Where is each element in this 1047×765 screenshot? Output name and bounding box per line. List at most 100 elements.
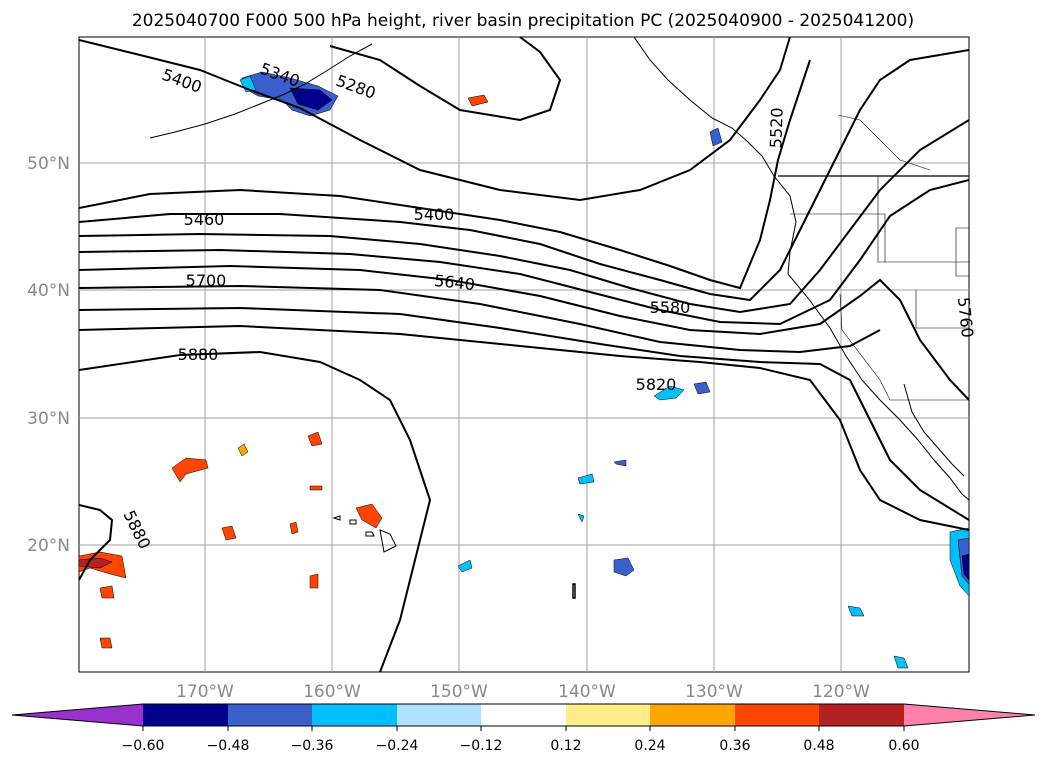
- contour-5760b: [79, 306, 969, 521]
- precip-negative-area: [893, 655, 909, 669]
- lat-label: 50°N: [27, 154, 70, 174]
- border-states: [877, 176, 969, 263]
- colorbar-tick-label: 0.36: [719, 738, 750, 754]
- precip-positive-area: [467, 94, 489, 107]
- figure-title: 2025040700 F000 500 hPa height, river ba…: [132, 11, 914, 31]
- colorbar-tick-marks: [142, 726, 905, 731]
- contour-label: 5580: [650, 298, 691, 317]
- lon-label: 120°W: [812, 682, 870, 702]
- island-maui: [365, 531, 375, 537]
- contour-label: 5460: [184, 210, 225, 229]
- island-oahu: [349, 519, 357, 525]
- small-island: [572, 583, 576, 599]
- precip-positive-area: [355, 503, 383, 529]
- lat-label: 40°N: [27, 281, 70, 301]
- colorbar-segment: [566, 704, 650, 726]
- precip-negative-area: [577, 513, 585, 523]
- contour-5880: [79, 350, 432, 672]
- precip-positive-area: [99, 637, 113, 649]
- precip-positive-area: [309, 485, 323, 491]
- precip-positive-area: [237, 443, 249, 457]
- precip-negative-area: [847, 605, 865, 617]
- precip-negative-area: [693, 381, 711, 395]
- precip-negative-core: [289, 87, 333, 111]
- precip-shading: [79, 71, 969, 669]
- contour-5460: [79, 59, 811, 290]
- contour-label: 5520: [766, 107, 786, 148]
- colorbar-tick-labels: −0.60 −0.48 −0.36 −0.24 −0.12 0.12 0.24 …: [122, 738, 920, 754]
- colorbar-extend-right: [904, 704, 1035, 726]
- contour-5760: [79, 284, 881, 354]
- colorbar-segment: [143, 704, 228, 726]
- precip-positive-area: [99, 585, 115, 599]
- contour-label: 5700: [186, 271, 227, 290]
- colorbar-segment: [397, 704, 481, 726]
- contour-5820: [79, 324, 969, 531]
- lon-labels: 170°W 160°W 150°W 140°W 130°W 120°W: [176, 682, 870, 702]
- border-states: [915, 290, 969, 329]
- lat-labels: 50°N 40°N 30°N 20°N: [27, 154, 70, 556]
- island-kauai: [332, 515, 341, 521]
- lat-label: 20°N: [27, 536, 70, 556]
- border-states: [790, 213, 886, 262]
- lon-label: 160°W: [303, 682, 361, 702]
- precip-positive-area: [309, 573, 319, 589]
- contour-label: 5400: [414, 205, 455, 224]
- precip-positive-area: [221, 525, 237, 541]
- contour-5400-north: [79, 37, 791, 202]
- colorbar-segment: [650, 704, 735, 726]
- colorbar-tick-label: −0.60: [122, 738, 165, 754]
- colorbar-segment: [735, 704, 819, 726]
- precip-positive-area: [289, 521, 299, 535]
- lon-label: 170°W: [176, 682, 234, 702]
- colorbar-tick-label: 0.48: [803, 738, 834, 754]
- colorbar-segment: [312, 704, 397, 726]
- precip-negative-area: [653, 385, 685, 401]
- map-panel: 5400 5340 5280 5460 5400 5520 5700 5640 …: [27, 36, 977, 702]
- precip-negative-area: [457, 559, 473, 573]
- colorbar-tick-label: 0.12: [550, 738, 581, 754]
- contour-label: 5640: [433, 271, 475, 294]
- island-hawaii: [379, 529, 397, 553]
- colorbar-tick-label: 0.24: [634, 738, 665, 754]
- border-provinces: [837, 114, 931, 171]
- colorbar-tick-label: 0.60: [888, 738, 919, 754]
- colorbar: −0.60 −0.48 −0.36 −0.24 −0.12 0.12 0.24 …: [11, 703, 1036, 754]
- map-frame: [78, 36, 970, 673]
- height-contours: [79, 37, 969, 672]
- border-states: [839, 293, 969, 401]
- contour-label: 5760: [954, 296, 977, 338]
- coastline-baja: [903, 383, 965, 477]
- colorbar-extend-left: [12, 704, 143, 726]
- colorbar-tick-label: −0.24: [376, 738, 419, 754]
- contour-5880-sw: [79, 504, 114, 581]
- lat-label: 30°N: [27, 409, 70, 429]
- colorbar-tick-label: −0.36: [291, 738, 334, 754]
- precip-negative-area: [709, 127, 723, 147]
- lon-label: 150°W: [430, 682, 488, 702]
- colorbar-tick-label: −0.48: [207, 738, 250, 754]
- colorbar-segment: [819, 704, 904, 726]
- precip-negative-area: [613, 557, 635, 577]
- contour-5520: [79, 49, 969, 302]
- lon-label: 130°W: [685, 682, 743, 702]
- precip-negative-core: [961, 553, 969, 581]
- precip-negative-area: [613, 459, 627, 467]
- border-states: [955, 227, 969, 277]
- colorbar-tick-label: −0.12: [460, 738, 503, 754]
- contour-5520-loop: [329, 37, 562, 122]
- colorbar-segment: [228, 704, 312, 726]
- coastline-north-america: [633, 37, 969, 501]
- precip-positive-area: [171, 457, 209, 483]
- contour-label: 5880: [178, 345, 219, 364]
- contour-label: 5820: [636, 375, 677, 394]
- contour-5700: [79, 264, 969, 401]
- coastlines: [149, 37, 969, 599]
- precip-positive-area: [307, 431, 323, 447]
- colorbar-segment: [481, 704, 566, 726]
- precip-negative-area: [577, 473, 595, 485]
- lon-label: 140°W: [558, 682, 616, 702]
- contour-5640: [79, 179, 969, 326]
- contour-5580: [79, 119, 969, 314]
